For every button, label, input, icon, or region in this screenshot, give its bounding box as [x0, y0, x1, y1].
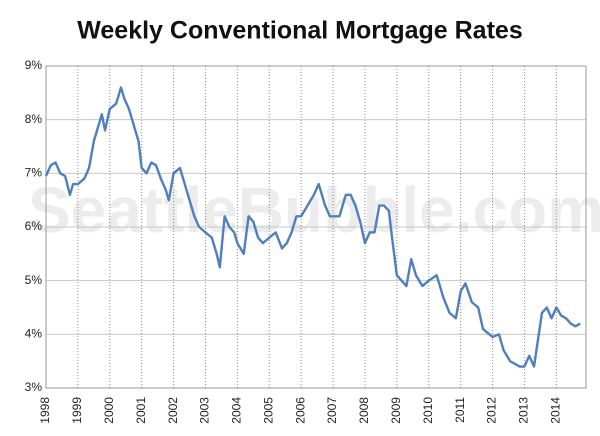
- x-tick-label: 2004: [230, 397, 244, 424]
- y-tick-label: 8%: [25, 112, 43, 126]
- x-tick-label: 1999: [70, 397, 84, 424]
- x-tick-label: 2014: [549, 397, 563, 424]
- x-tick-label: 2006: [293, 397, 307, 424]
- x-tick-label: 2011: [453, 397, 467, 423]
- data-line: [44, 86, 581, 368]
- y-tick-label: 4%: [25, 327, 43, 341]
- chart-title: Weekly Conventional Mortgage Rates: [77, 17, 522, 45]
- y-tick-label: 3%: [25, 380, 43, 394]
- x-tick-label: 2007: [325, 397, 339, 424]
- watermark: SeattleBubble.com: [28, 174, 600, 246]
- x-tick-label: 1998: [38, 397, 52, 424]
- x-tick-label: 2005: [261, 397, 275, 424]
- x-tick-label: 2008: [357, 397, 371, 424]
- y-tick-label: 6%: [25, 219, 43, 233]
- x-tick-label: 2000: [102, 397, 116, 424]
- x-tick-label: 2009: [389, 397, 403, 424]
- x-tick-label: 2003: [198, 397, 212, 424]
- x-tick-label: 2012: [485, 397, 499, 424]
- y-tick-label: 7%: [25, 166, 43, 180]
- x-tick-label: 2002: [166, 397, 180, 424]
- x-tick-label: 2010: [421, 397, 435, 424]
- x-tick-label: 2001: [134, 397, 148, 424]
- x-tick-label: 2013: [517, 397, 531, 424]
- plot-border: [45, 65, 587, 389]
- y-tick-label: 9%: [25, 58, 43, 72]
- y-tick-label: 5%: [25, 273, 43, 287]
